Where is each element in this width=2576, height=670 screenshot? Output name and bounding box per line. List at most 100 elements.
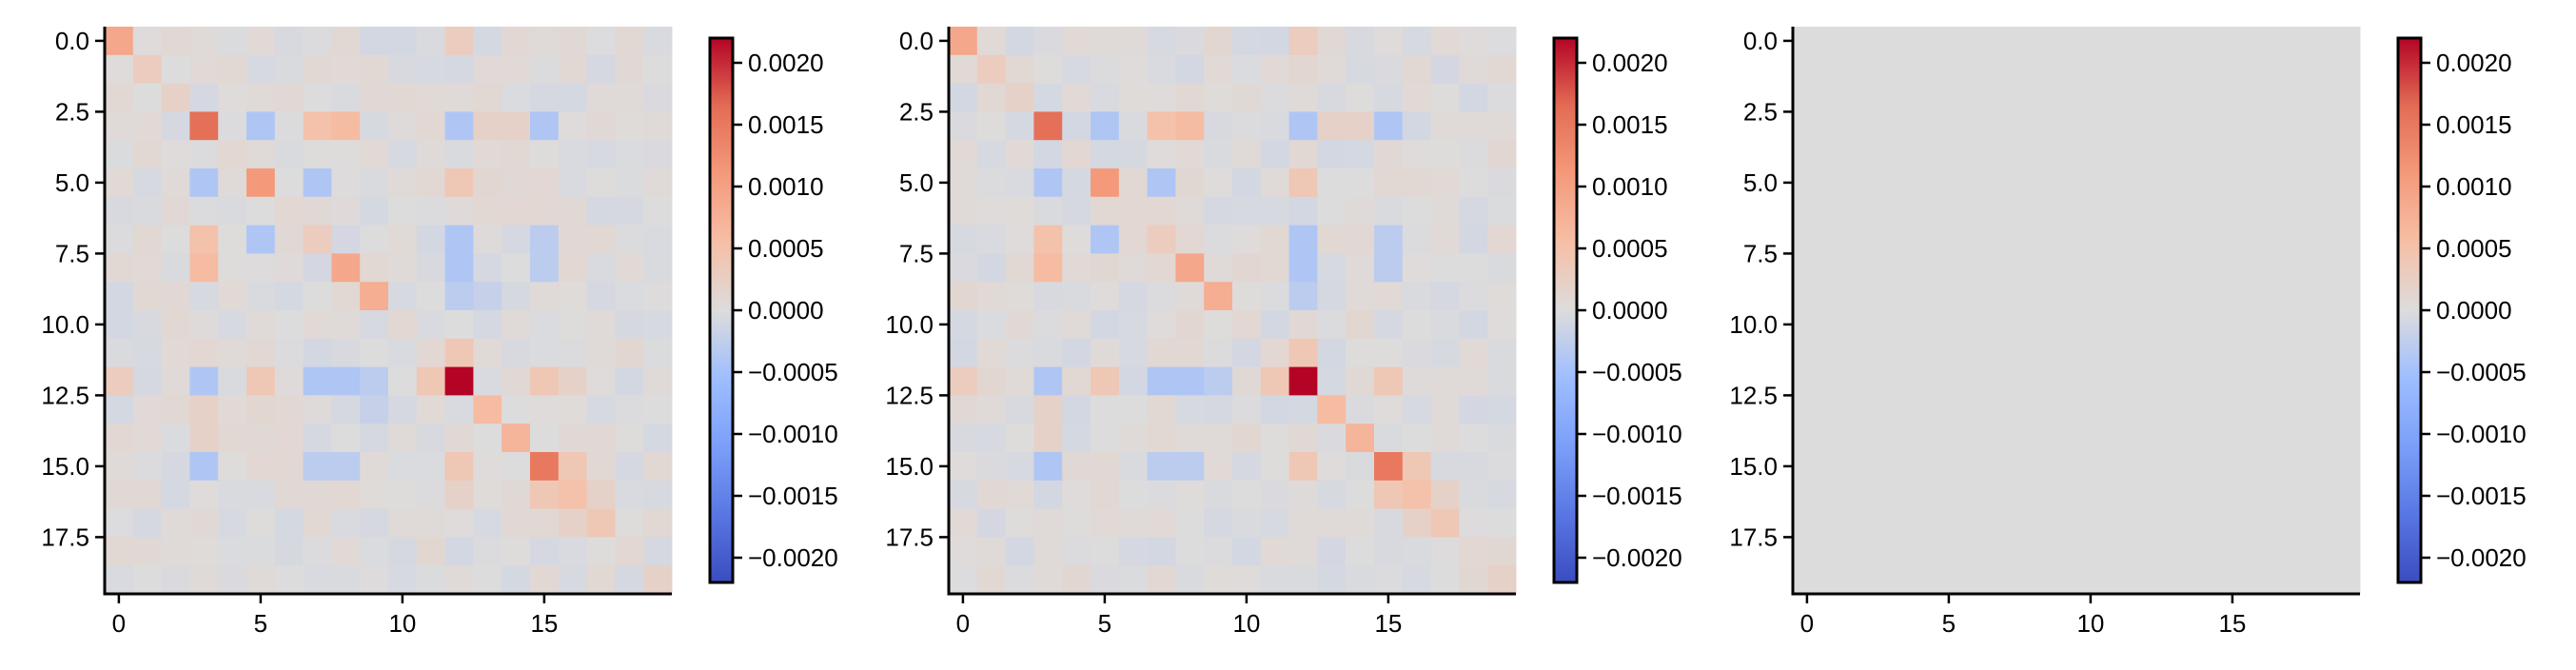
heatmap-cell (161, 537, 190, 566)
heatmap-cell (1935, 168, 1964, 198)
heatmap-cell (1204, 196, 1233, 227)
heatmap-cell (1849, 565, 1878, 595)
heatmap-cell (2048, 140, 2077, 169)
axis-spines (103, 27, 672, 596)
heatmap-cell (1906, 565, 1936, 595)
heatmap-cell (189, 83, 219, 112)
heatmap-cell (2246, 537, 2276, 566)
heatmap-cell (1346, 480, 1375, 510)
heatmap-cell (189, 253, 219, 283)
heatmap-cell (1346, 196, 1375, 227)
heatmap-cell (1962, 27, 1993, 56)
heatmap-cell (1962, 537, 1993, 566)
heatmap-cell (2133, 338, 2162, 368)
heatmap-cell (303, 196, 332, 227)
heatmap-cell (1288, 424, 1318, 453)
heatmap-cell (2104, 111, 2134, 141)
heatmap-cell (1005, 452, 1034, 482)
heatmap-cell (1906, 366, 1936, 396)
heatmap-cell (1317, 338, 1347, 368)
x-tick-label: 5 (1942, 609, 1956, 638)
heatmap-cell (1906, 424, 1936, 453)
heatmap-cell (1820, 54, 1851, 85)
heatmap-cell (189, 480, 219, 510)
heatmap-cell (2161, 338, 2191, 368)
heatmap-cell (1260, 424, 1290, 453)
heatmap-cell (360, 310, 389, 340)
heatmap-cell (615, 111, 644, 141)
heatmap-cell (2161, 225, 2191, 254)
heatmap-cell (1118, 508, 1149, 538)
heatmap-cell (2048, 508, 2077, 538)
heatmap-cell (2190, 111, 2219, 141)
heatmap-cell (331, 196, 361, 227)
colorbar-tick-label: −0.0015 (1592, 482, 1682, 510)
heatmap-cell (1849, 508, 1878, 538)
heatmap-cell (976, 565, 1007, 595)
heatmap-cell (1062, 424, 1091, 453)
heatmap-cell (274, 140, 305, 169)
heatmap-cell (473, 168, 502, 198)
heatmap-cell (246, 424, 276, 453)
heatmap-cell (105, 508, 134, 538)
heatmap-cell (2331, 310, 2361, 340)
colorbar-tick-label: −0.0020 (2436, 543, 2527, 572)
heatmap-cell (1288, 395, 1318, 424)
heatmap-cell (1033, 310, 1063, 340)
heatmap-cell (2104, 366, 2134, 396)
heatmap-cell (388, 168, 418, 198)
heatmap-cell (1459, 282, 1488, 311)
heatmap-cell (1147, 395, 1176, 424)
heatmap-cell (949, 83, 978, 112)
heatmap-cell (388, 83, 418, 112)
y-tick-label: 15.0 (41, 452, 89, 481)
heatmap-cell (1849, 424, 1878, 453)
heatmap-cell (2218, 54, 2248, 85)
heatmap-cell (1793, 537, 1822, 566)
heatmap-cell (1232, 452, 1262, 482)
heatmap-cell (246, 480, 276, 510)
heatmap-cell (1288, 310, 1318, 340)
heatmap-cell (1793, 111, 1822, 141)
heatmap-cell (218, 310, 247, 340)
heatmap-cell (218, 54, 247, 85)
heatmap-cell (416, 395, 446, 424)
heatmap-cell (388, 480, 418, 510)
heatmap-cell (360, 452, 389, 482)
heatmap-cell (1091, 27, 1120, 56)
heatmap-cell (303, 338, 332, 368)
heatmap-cell (360, 168, 389, 198)
heatmap-cell (2190, 508, 2219, 538)
heatmap-cell (1962, 310, 1993, 340)
heatmap-cell (1346, 424, 1375, 453)
heatmap-cell (501, 452, 531, 482)
heatmap-cell (331, 310, 361, 340)
heatmap-cell (2104, 196, 2134, 227)
heatmap-cell (274, 196, 305, 227)
heatmap-cell (501, 565, 531, 595)
heatmap-cell (1091, 338, 1120, 368)
heatmap-cell (586, 508, 616, 538)
heatmap-cell (1374, 282, 1404, 311)
heatmap-cell (331, 140, 361, 169)
heatmap-cell (161, 111, 190, 141)
heatmap-cell (2331, 424, 2361, 453)
colorbar-tick-label: 0.0020 (2436, 49, 2512, 77)
y-tick-label: 5.0 (899, 168, 934, 197)
heatmap-cell (1346, 452, 1375, 482)
heatmap-cell (2019, 480, 2049, 510)
heatmap-cell (1204, 452, 1233, 482)
heatmap-cell (1346, 395, 1375, 424)
heatmap-cell (558, 168, 588, 198)
heatmap-cell (388, 196, 418, 227)
heatmap-cell (2274, 168, 2304, 198)
heatmap-cell (1991, 537, 2020, 566)
heatmap-cell (1232, 537, 1262, 566)
heatmap-cell (246, 27, 276, 56)
y-tick-label: 0.0 (899, 27, 934, 55)
heatmap-cell (530, 338, 560, 368)
heatmap-cell (1005, 395, 1034, 424)
heatmap-cell (2048, 168, 2077, 198)
colorbar-tick-label: −0.0005 (748, 358, 838, 386)
heatmap-cell (586, 338, 616, 368)
